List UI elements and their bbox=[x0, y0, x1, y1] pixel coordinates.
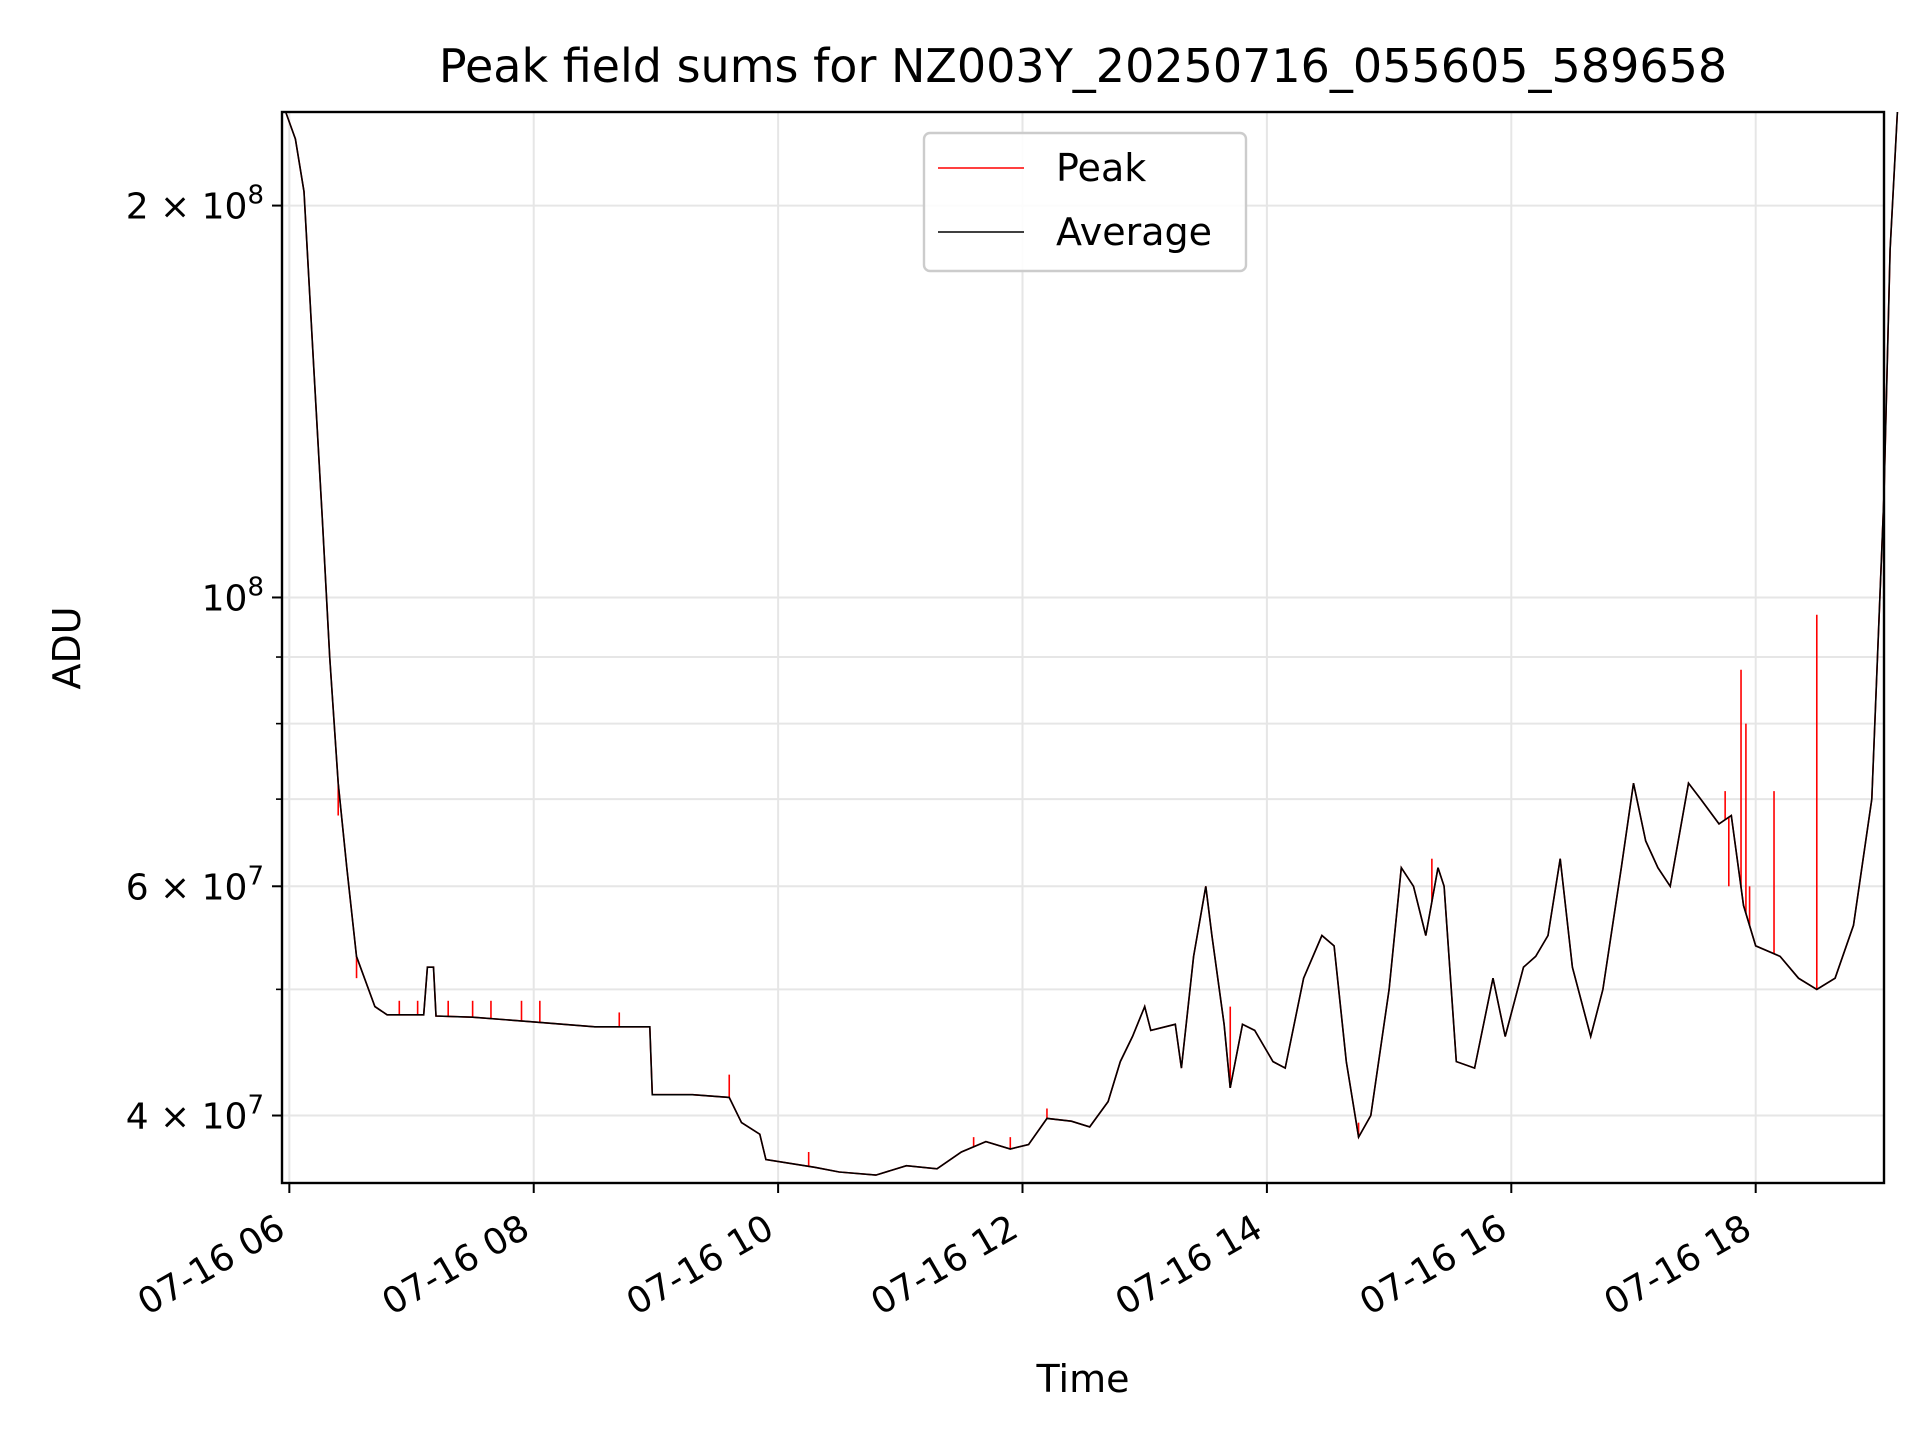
legend-peak-label: Peak bbox=[1056, 146, 1146, 190]
average-line bbox=[284, 111, 1899, 1176]
y-tick-label: 4 × 107 bbox=[126, 1091, 264, 1138]
y-tick-label: 6 × 107 bbox=[126, 861, 264, 908]
series-average bbox=[284, 111, 1899, 1176]
y-axis-label: ADU bbox=[45, 606, 89, 689]
chart-title: Peak field sums for NZ003Y_20250716_0556… bbox=[439, 39, 1727, 93]
legend-average-label: Average bbox=[1056, 210, 1212, 254]
y-tick-label: 2 × 108 bbox=[126, 181, 264, 228]
plot-frame bbox=[280, 110, 1886, 1185]
x-axis-label: Time bbox=[1036, 1357, 1130, 1401]
axes-layer bbox=[272, 204, 1757, 1193]
legend: Peak Average bbox=[922, 131, 1248, 273]
